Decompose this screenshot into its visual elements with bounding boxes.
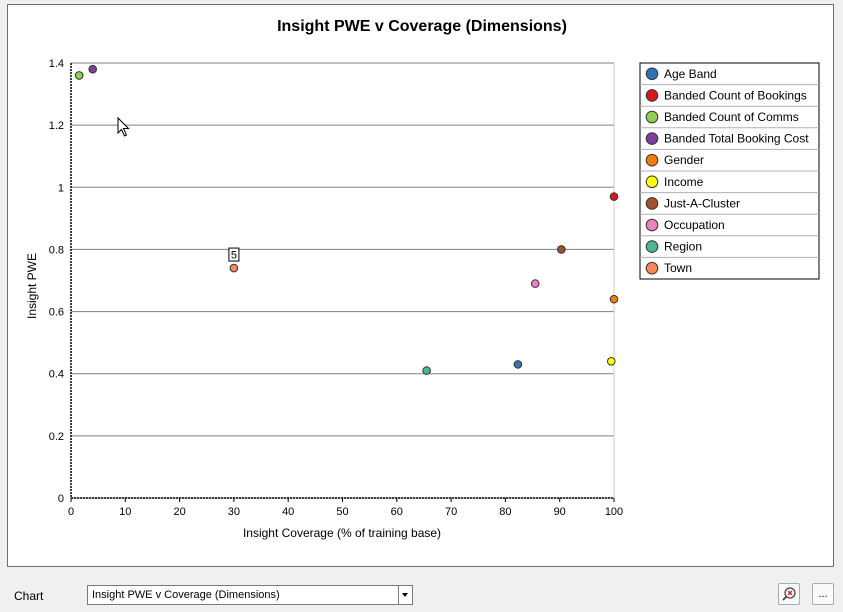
x-tick-label: 60 <box>391 506 403 518</box>
legend-marker <box>645 197 659 210</box>
chart-select-label: Chart <box>14 589 44 603</box>
y-tick-label: 0.4 <box>49 369 64 381</box>
data-point <box>609 294 619 304</box>
x-tick-label: 50 <box>336 506 348 518</box>
legend-marker <box>645 132 659 145</box>
x-tick-label: 70 <box>445 506 457 518</box>
x-tick-label: 0 <box>68 506 74 518</box>
legend-entry: Just-A-Cluster <box>664 196 740 210</box>
data-point <box>609 192 619 201</box>
axes <box>70 63 615 502</box>
scatter-chart: Insight PWE v Coverage (Dimensions) Insi… <box>25 18 820 540</box>
y-tick-label: 1 <box>58 182 64 194</box>
data-point <box>74 71 84 80</box>
legend-entry: Occupation <box>664 218 725 232</box>
x-tick-label: 10 <box>119 506 131 518</box>
legend-entry: Gender <box>664 153 704 167</box>
legend-entry: Town <box>664 261 692 275</box>
legend-marker <box>645 89 659 102</box>
legend-entry: Banded Count of Bookings <box>664 88 807 102</box>
legend: Age Band Banded Count of Bookings Banded C… <box>639 62 820 280</box>
legend-entry: Banded Total Booking Cost <box>664 132 809 146</box>
y-axis-label: Insight PWE <box>25 253 39 319</box>
y-tick-label: 0.2 <box>49 431 64 443</box>
legend-marker <box>645 153 659 167</box>
y-tick-label: 0.8 <box>49 244 64 256</box>
y-tick-label: 1.4 <box>49 58 64 70</box>
y-tick-label: 0 <box>58 493 64 505</box>
x-tick-label: 20 <box>173 506 185 518</box>
y-tick-label: 0.6 <box>49 307 64 319</box>
legend-marker <box>645 175 659 189</box>
chevron-down-icon[interactable] <box>398 586 412 604</box>
legend-marker <box>645 240 659 253</box>
legend-marker <box>645 110 659 124</box>
legend-entry: Region <box>664 240 702 254</box>
zoom-reset-button[interactable] <box>778 583 800 605</box>
zoom-reset-icon <box>782 587 796 601</box>
x-tick-label: 30 <box>228 506 240 518</box>
legend-marker <box>645 261 659 275</box>
x-tick-label: 40 <box>282 506 294 518</box>
legend-marker <box>645 218 659 232</box>
more-options-label: ... <box>818 588 828 600</box>
chart-title: Insight PWE v Coverage (Dimensions) <box>277 18 567 35</box>
x-axis-label: Insight Coverage (% of training base) <box>243 526 441 540</box>
legend-entry: Income <box>664 175 704 189</box>
data-point <box>530 279 540 288</box>
chart-select-dropdown[interactable]: Insight PWE v Coverage (Dimensions) <box>87 585 413 605</box>
data-point <box>422 366 431 375</box>
legend-marker <box>645 67 659 81</box>
chart-controls-bar: Chart Insight PWE v Coverage (Dimensions… <box>0 575 843 612</box>
data-point <box>88 64 98 74</box>
more-options-button[interactable]: ... <box>812 583 834 605</box>
x-tick-label: 80 <box>499 506 511 518</box>
data-point <box>229 263 239 273</box>
data-point <box>513 360 523 369</box>
tick-labels: 0 0.2 0.4 0.6 0.8 1 1.2 1.4 0 10 20 30 40 50 60 70 80 90 1… <box>49 58 623 518</box>
x-tick-label: 90 <box>554 506 566 518</box>
legend-entry: Banded Count of Comms <box>664 110 799 124</box>
legend-entry: Age Band <box>664 67 717 81</box>
x-tick-label: 100 <box>605 506 623 518</box>
chart-frame: Insight PWE v Coverage (Dimensions) Insi… <box>7 4 834 567</box>
mouse-cursor-icon <box>117 116 130 137</box>
data-point <box>557 245 566 254</box>
point-label-box <box>228 247 240 262</box>
data-point <box>606 356 616 366</box>
chart-select-value: Insight PWE v Coverage (Dimensions) <box>92 589 280 601</box>
y-tick-label: 1.2 <box>49 120 64 132</box>
point-label: 5 <box>231 250 237 262</box>
grid-lines <box>71 62 614 499</box>
data-points: 5 <box>74 64 619 375</box>
